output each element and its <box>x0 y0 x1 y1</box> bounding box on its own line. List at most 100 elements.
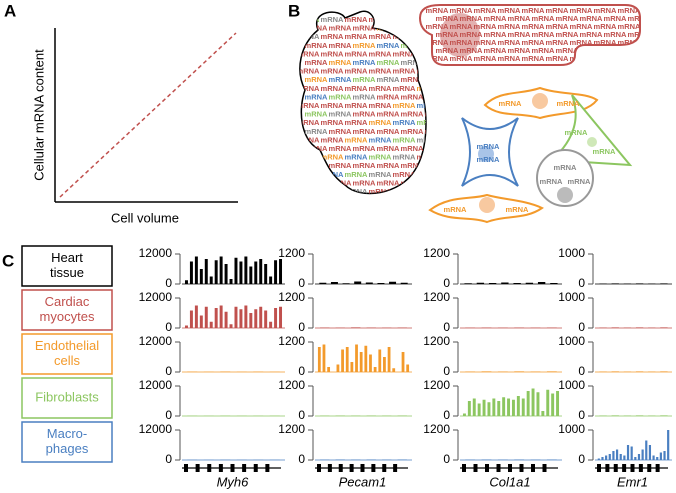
mrna-label: mRNA <box>477 142 501 151</box>
cell-type-box <box>21 421 113 463</box>
exon <box>597 464 601 472</box>
coverage-bar <box>319 282 327 284</box>
mrna-label: mRNA <box>393 118 417 127</box>
mrna-label: mRNA <box>522 6 546 15</box>
coverage-bar <box>406 364 410 372</box>
y-tick-label: 0 <box>165 452 172 466</box>
mrna-label: mRNA <box>425 161 449 170</box>
y-tick-label: 1200 <box>423 334 450 348</box>
coverage-bar <box>634 457 637 460</box>
mrna-label: mRNA <box>297 153 321 162</box>
exon <box>485 464 489 472</box>
mrna-label: mRNA <box>499 99 523 108</box>
mrna-label: mRNA <box>377 110 401 119</box>
exon <box>542 464 547 472</box>
mrna-label: mRNA <box>393 135 417 144</box>
mrna-label: mRNA <box>484 46 508 55</box>
mrna-label: mRNA <box>594 6 618 15</box>
coverage-bar <box>354 281 362 284</box>
mrna-label: mRNA <box>450 38 474 47</box>
exon <box>605 464 610 472</box>
mrna-label: mRNA <box>377 41 401 50</box>
coverage-bar <box>546 459 557 460</box>
mrna-label: mRNA <box>329 75 353 84</box>
exon <box>338 464 343 472</box>
coverage-bar <box>514 371 525 372</box>
coverage-bar <box>209 321 213 328</box>
coverage-bar <box>214 260 218 284</box>
mrna-label: mRNA <box>345 101 369 110</box>
mrna-label: mRNA <box>329 41 353 50</box>
coverage-bar <box>487 402 491 416</box>
coverage-bar <box>389 281 397 284</box>
coverage-bar <box>249 266 253 284</box>
y-tick-label: 1200 <box>278 378 305 392</box>
mrna-label: mRNA <box>377 92 401 101</box>
mrna-label: mRNA <box>393 84 417 93</box>
mrna-label: mRNA <box>297 170 321 179</box>
mrna-label: mRNA <box>345 15 369 24</box>
mrna-label: mRNA <box>393 49 417 58</box>
y-tick-label: 0 <box>578 276 585 290</box>
mrna-label: mRNA <box>353 41 377 50</box>
mrna-label: mRNA <box>401 161 425 170</box>
y-tick-label: 0 <box>165 364 172 378</box>
coverage-bar <box>234 257 238 284</box>
coverage-bar <box>488 283 497 284</box>
mrna-label: mRNA <box>508 30 532 39</box>
mrna-label: mRNA <box>353 110 377 119</box>
coverage-bar <box>234 306 238 328</box>
mrna-label: mRNA <box>580 30 604 39</box>
y-tick-label: 1000 <box>558 246 585 260</box>
mrna-label: mRNA <box>377 161 401 170</box>
y-tick-label: 0 <box>443 408 450 422</box>
coverage-bar <box>199 315 203 328</box>
coverage-bar <box>229 279 233 284</box>
mrna-label: mRNA <box>353 161 377 170</box>
cell-type-box <box>21 377 113 419</box>
exon <box>462 464 466 472</box>
mrna-label: mRNA <box>460 14 484 23</box>
coverage-bar <box>464 283 472 284</box>
coverage-bar <box>350 362 354 372</box>
coverage-bar <box>366 459 376 460</box>
coverage-bar <box>254 261 258 284</box>
mrna-label: mRNA <box>474 38 498 47</box>
y-tick-label: 1200 <box>423 290 450 304</box>
mrna-label: mRNA <box>369 187 393 196</box>
mrna-label: mRNA <box>321 67 345 76</box>
exon <box>393 464 398 472</box>
coverage-bar <box>336 364 340 372</box>
coverage-bar <box>476 282 485 284</box>
mrna-label: mRNA <box>345 118 369 127</box>
nucleus <box>478 146 494 162</box>
mrna-label: mRNA <box>329 161 353 170</box>
coverage-bar <box>224 311 228 328</box>
coverage-bar <box>259 259 263 284</box>
mrna-label: mRNA <box>426 38 450 47</box>
coverage-bar <box>507 398 511 416</box>
coverage-bar <box>279 259 283 284</box>
mrna-label: mRNA <box>618 6 642 15</box>
mrna-label: mRNA <box>393 15 417 24</box>
coverage-bar <box>556 391 560 416</box>
y-tick-label: 0 <box>443 276 450 290</box>
exon <box>519 464 524 472</box>
exon <box>473 464 478 472</box>
mrna-label: mRNA <box>329 92 353 101</box>
mrna-label: mRNA <box>353 178 377 187</box>
mrna-label: mRNA <box>498 54 522 63</box>
mrna-label: mRNA <box>580 46 604 55</box>
coverage-bar <box>537 282 546 284</box>
mrna-label: mRNA <box>436 30 460 39</box>
y-tick-label: 1200 <box>423 378 450 392</box>
cell-type-label: cells <box>54 353 81 368</box>
y-tick-label: 1200 <box>278 290 305 304</box>
y-tick-label: 0 <box>298 320 305 334</box>
coverage-bar <box>392 368 396 372</box>
coverage-bar <box>652 455 655 460</box>
mrna-label: mRNA <box>305 75 329 84</box>
y-tick-label: 0 <box>443 320 450 334</box>
coverage-bar <box>351 327 361 328</box>
mrna-label: mRNA <box>546 54 570 63</box>
